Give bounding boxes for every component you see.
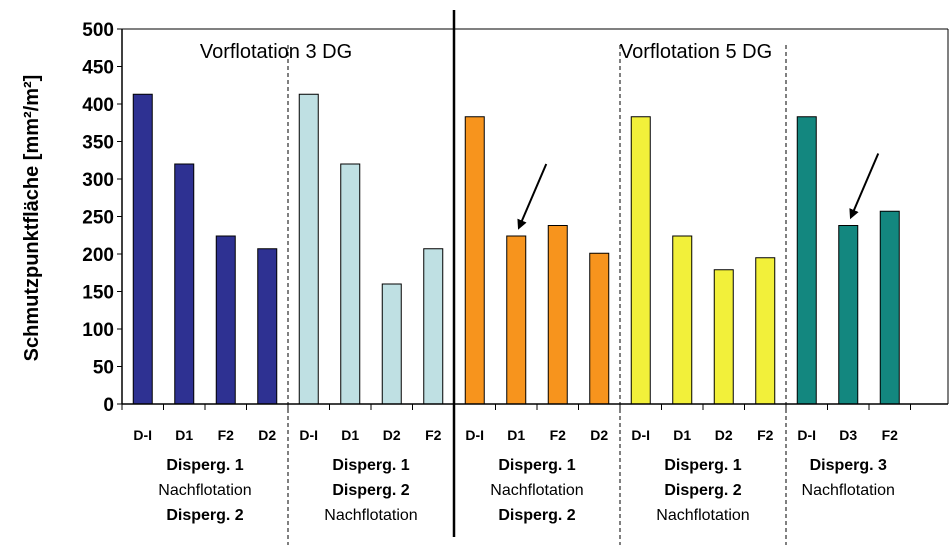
bar — [672, 235, 693, 405]
plot-frame — [122, 28, 949, 404]
bar — [423, 248, 444, 405]
x-axis: D-I D1 F2 D2 D-I D1 D2 F2 D-I D1 F2 D2 D-I D1 D2 F2 D-I D… — [121, 403, 948, 443]
x-tick-label: D-I — [299, 427, 318, 443]
bar — [506, 235, 527, 405]
x-tick-label: D2 — [715, 427, 733, 443]
bar — [381, 283, 402, 405]
annotations — [517, 153, 880, 230]
group-labels: Disperg. 1 Nachflotation Disperg. 2 Disperg… — [158, 457, 895, 524]
y-tick-label: 200 — [82, 245, 114, 266]
x-tick-label: D3 — [839, 427, 857, 443]
y-tick-label: 100 — [82, 320, 114, 341]
y-tick-label: 450 — [82, 58, 114, 79]
annotation-arrow — [517, 163, 548, 230]
bar — [879, 210, 900, 405]
x-tick-label: F2 — [550, 427, 567, 443]
group-label: Disperg. 1 — [498, 457, 575, 474]
y-tick-label: 350 — [82, 133, 114, 154]
y-tick-label: 300 — [82, 170, 114, 191]
bar — [755, 257, 776, 405]
group-label: Disperg. 1 — [664, 457, 741, 474]
group-label: Disperg. 1 — [166, 457, 243, 474]
group-label: Nachflotation — [158, 482, 251, 499]
x-tick-label: F2 — [425, 427, 442, 443]
bar — [464, 116, 485, 405]
y-tick-label: 400 — [82, 95, 114, 116]
x-tick-label: D1 — [673, 427, 691, 443]
x-tick-label: D1 — [175, 427, 193, 443]
bar — [547, 225, 568, 405]
group-label: Nachflotation — [324, 507, 417, 524]
group-label: Disperg. 2 — [166, 507, 243, 524]
bar — [174, 163, 195, 405]
bar — [298, 93, 319, 405]
bar — [340, 163, 361, 405]
x-tick-label: F2 — [218, 427, 235, 443]
group-label: Nachflotation — [490, 482, 583, 499]
y-tick-label: 250 — [82, 208, 114, 229]
y-tick-label: 150 — [82, 283, 114, 304]
group-label: Disperg. 2 — [332, 482, 409, 499]
x-tick-label: D1 — [341, 427, 359, 443]
bar — [796, 116, 817, 405]
x-tick-label: D2 — [258, 427, 276, 443]
bar — [132, 93, 153, 405]
y-axis-label: Schmutzpunktfläche [mm²/m²] — [21, 75, 43, 362]
y-axis: 0 50 100 150 200 250 300 350 400 450 500 — [82, 20, 123, 416]
group-label: Disperg. 2 — [664, 482, 741, 499]
bar — [630, 116, 651, 405]
x-tick-label: F2 — [757, 427, 774, 443]
group-label: Nachflotation — [656, 507, 749, 524]
y-tick-label: 500 — [82, 20, 114, 41]
group-label: Disperg. 3 — [810, 457, 887, 474]
y-tick-label: 0 — [103, 395, 114, 416]
annotation-arrow — [849, 153, 880, 220]
x-tick-label: F2 — [882, 427, 899, 443]
section-title-2: Vorflotation 5 DG — [620, 41, 772, 63]
section-title-1: Vorflotation 3 DG — [200, 41, 352, 63]
y-tick-label: 50 — [93, 358, 114, 379]
x-tick-label: D2 — [590, 427, 608, 443]
group-label: Disperg. 2 — [498, 507, 575, 524]
group-label: Disperg. 1 — [332, 457, 409, 474]
x-tick-label: D2 — [383, 427, 401, 443]
x-tick-label: D1 — [507, 427, 525, 443]
bar — [589, 252, 610, 405]
x-tick-label: D-I — [465, 427, 484, 443]
x-tick-label: D-I — [631, 427, 650, 443]
x-tick-label: D-I — [797, 427, 816, 443]
bar — [257, 248, 278, 405]
group-label: Nachflotation — [802, 482, 895, 499]
bar — [215, 235, 236, 405]
bar — [713, 269, 734, 405]
separators — [287, 10, 787, 545]
bars — [132, 93, 900, 405]
bar — [838, 225, 859, 405]
x-tick-label: D-I — [133, 427, 152, 443]
